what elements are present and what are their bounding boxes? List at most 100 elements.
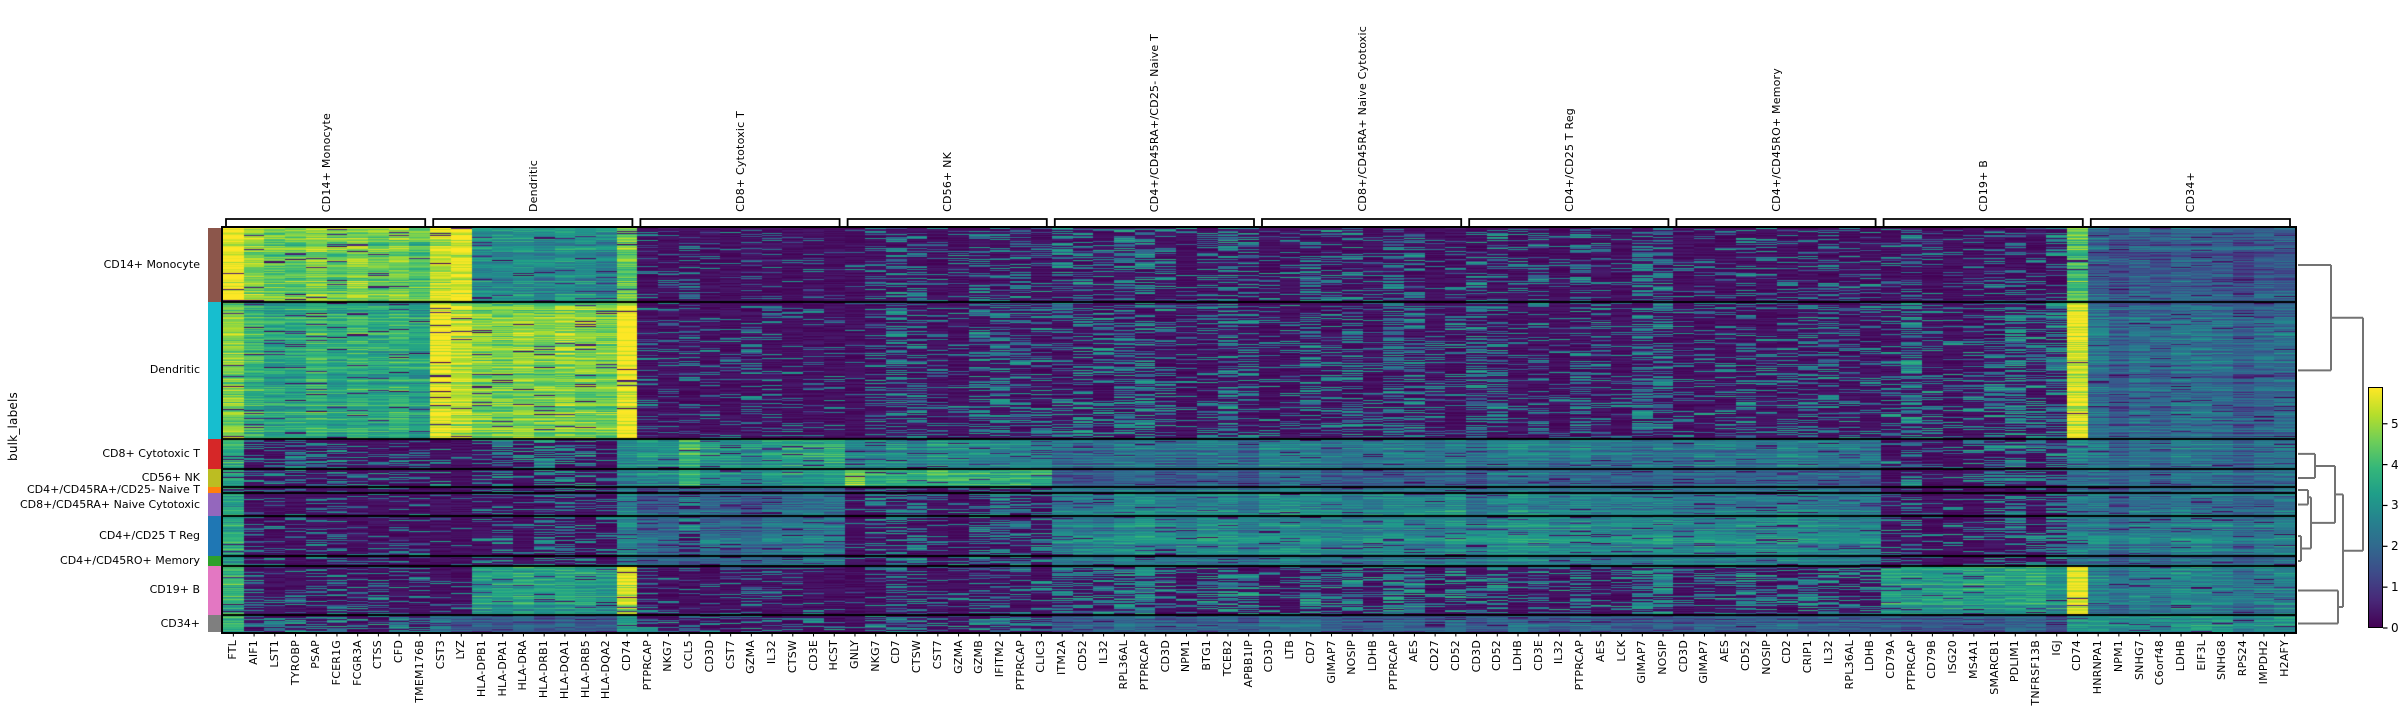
column-group-bracket	[225, 218, 427, 227]
gene-label: CD52	[1448, 640, 1462, 671]
row-group-color-swatch	[208, 438, 221, 469]
row-group-color-swatch	[208, 468, 221, 487]
gene-label: GZMA	[951, 640, 965, 674]
column-group-bracket	[846, 218, 1048, 227]
colorbar-tick-label: 2	[2391, 539, 2399, 554]
gene-label: RPL36AL	[1842, 640, 1856, 690]
gene-label: ISG20	[1946, 640, 1960, 674]
row-group-color-swatch	[208, 565, 221, 616]
column-group-label: CD4+/CD25 T Reg	[1562, 108, 1576, 212]
gene-label: APBB1IP	[1241, 640, 1255, 688]
gene-label: CD3E	[806, 640, 820, 671]
column-group-bracket	[432, 218, 634, 227]
row-group-color-swatch	[208, 486, 221, 493]
gene-label: CTSW	[785, 640, 799, 674]
gene-label: CTSW	[910, 640, 924, 674]
colorbar-tick-label: 5	[2391, 416, 2399, 431]
gene-label: BTG1	[1200, 640, 1214, 671]
column-group-bracket	[639, 218, 841, 227]
heatmap-canvas	[223, 228, 2295, 632]
gene-label: TNFRSF13B	[2029, 640, 2042, 706]
gene-label: HLA-DRA	[516, 640, 530, 691]
colorbar	[2368, 387, 2383, 628]
gene-label: CTSS	[371, 640, 385, 670]
gene-label: LYZ	[454, 640, 468, 660]
gene-label: CST7	[930, 640, 944, 670]
row-group-color-swatch	[208, 228, 221, 302]
gene-label: LDHB	[1365, 640, 1379, 672]
gene-label: GIMAP7	[1635, 640, 1649, 684]
row-group-label: CD19+ B	[149, 583, 200, 597]
gene-label: AES	[1718, 640, 1732, 663]
gene-label: CCL5	[682, 640, 696, 670]
gene-label: TCEB2	[1220, 640, 1234, 677]
gene-label: AES	[1407, 640, 1421, 663]
gene-label: LCK	[1614, 640, 1628, 662]
gene-label: CRIP1	[1801, 640, 1815, 674]
gene-label: PDLIM1	[2008, 640, 2022, 683]
gene-label: NPM1	[1179, 640, 1193, 673]
gene-label: CD52	[1075, 640, 1089, 671]
gene-label: LDHB	[2174, 640, 2188, 672]
gene-label: CD74	[2070, 640, 2084, 671]
column-group-bracket	[1675, 218, 1877, 227]
gene-label: PTPRCAP	[1904, 640, 1918, 691]
row-group-label: CD34+	[160, 616, 200, 630]
gene-label: IL32	[765, 640, 779, 665]
gene-label: HLA-DPB1	[475, 640, 488, 698]
gene-label: CD3D	[1262, 640, 1276, 673]
gene-label: CD3D	[1158, 640, 1172, 673]
gene-label: CLIC3	[1034, 640, 1048, 673]
row-group-label: CD14+ Monocyte	[103, 257, 200, 271]
column-group-label: CD34+	[2184, 171, 2198, 212]
column-group-bracket	[1053, 218, 1255, 227]
column-group-label: CD8+/CD45RA+ Naive Cytotoxic	[1355, 26, 1369, 212]
gene-label: CD3D	[1676, 640, 1690, 673]
gene-label: TYROBP	[288, 640, 302, 686]
gene-label: CD7	[889, 640, 903, 664]
column-group-label: Dendritic	[526, 160, 540, 212]
row-group-label: CD8+ Cytotoxic T	[102, 446, 200, 460]
gene-label: CD79B	[1925, 640, 1939, 679]
gene-label: CD74	[620, 640, 634, 671]
gene-label: PTPRCAP	[1386, 640, 1400, 691]
gene-label: FCGR3A	[350, 640, 364, 686]
column-group-bracket	[2089, 218, 2291, 227]
gene-label: PTPRCAP	[1013, 640, 1027, 691]
gene-label: HLA-DRB1	[537, 640, 551, 699]
gene-label: CD3D	[1469, 640, 1483, 673]
gene-label: CD3D	[702, 640, 716, 673]
gene-label: IMPDH2	[2256, 640, 2270, 685]
gene-label: RPS24	[2236, 640, 2250, 677]
gene-label: NOSIP	[1345, 640, 1359, 675]
row-group-label: CD56+ NK	[141, 470, 200, 484]
gene-label: CST7	[723, 640, 737, 670]
gene-label: NOSIP	[1759, 640, 1773, 675]
row-group-color-swatch	[208, 516, 221, 557]
gene-label: ITM2A	[1055, 640, 1069, 675]
gene-label: AES	[1593, 640, 1607, 663]
row-group-label: CD8+/CD45RA+ Naive Cytotoxic	[19, 497, 200, 511]
gene-label: FTL	[226, 640, 240, 660]
row-group-color-swatch	[208, 493, 221, 517]
gene-label: PSAP	[309, 640, 323, 669]
row-group-color-swatch	[208, 615, 221, 632]
gene-label: PTPRCAP	[1573, 640, 1587, 691]
gene-label: GIMAP7	[1697, 640, 1711, 684]
gene-label: IGJ	[2049, 640, 2063, 656]
gene-label: MS4A1	[1966, 640, 1980, 679]
column-group-bracket	[1882, 218, 2084, 227]
gene-label: CFD	[392, 640, 406, 664]
gene-label: LST1	[267, 640, 281, 668]
row-group-label: Dendritic	[149, 363, 200, 377]
gene-label: IL32	[1821, 640, 1835, 665]
gene-label: PTPRCAP	[640, 640, 654, 691]
row-group-label: CD4+/CD25 T Reg	[99, 529, 200, 543]
gene-label: GZMB	[972, 640, 986, 674]
gene-label: CD3E	[1531, 640, 1545, 671]
gene-label: PTPRCAP	[1138, 640, 1152, 691]
colorbar-tick-label: 0	[2391, 621, 2399, 635]
gene-label: TMEM176B	[412, 640, 426, 703]
column-group-label: CD4+/CD45RO+ Memory	[1770, 68, 1783, 212]
